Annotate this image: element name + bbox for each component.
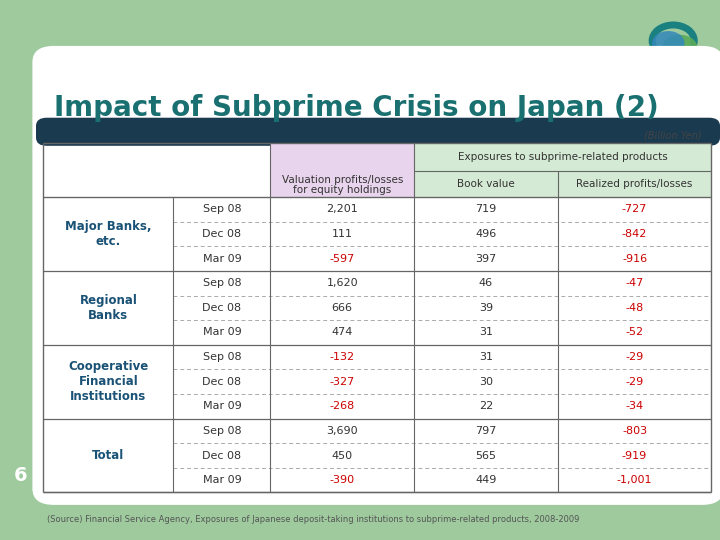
Text: -268: -268 (330, 401, 355, 411)
Text: 46: 46 (479, 278, 493, 288)
Text: 2,201: 2,201 (326, 205, 358, 214)
Text: Dec 08: Dec 08 (202, 377, 241, 387)
Text: JASDEC: JASDEC (653, 59, 693, 69)
Text: for equity holdings: for equity holdings (293, 185, 392, 194)
Text: -48: -48 (626, 303, 644, 313)
Text: -327: -327 (330, 377, 355, 387)
Text: Dec 08: Dec 08 (202, 229, 241, 239)
Text: Dec 08: Dec 08 (202, 450, 241, 461)
Text: 397: 397 (475, 254, 497, 264)
Text: Exposures to subprime-related products: Exposures to subprime-related products (458, 152, 667, 162)
Text: 666: 666 (332, 303, 353, 313)
Text: 31: 31 (479, 352, 493, 362)
Text: 111: 111 (332, 229, 353, 239)
Text: (Billion Yen): (Billion Yen) (644, 130, 702, 140)
Text: -803: -803 (622, 426, 647, 436)
Text: Sep 08: Sep 08 (202, 426, 241, 436)
Text: -842: -842 (622, 229, 647, 239)
Text: Cooperative
Financial
Institutions: Cooperative Financial Institutions (68, 360, 148, 403)
Text: -597: -597 (330, 254, 355, 264)
Text: -919: -919 (622, 450, 647, 461)
Text: -52: -52 (626, 327, 644, 338)
Text: Impact of Subprime Crisis on Japan (2): Impact of Subprime Crisis on Japan (2) (54, 94, 659, 122)
Text: -29: -29 (626, 352, 644, 362)
Text: Valuation profits/losses: Valuation profits/losses (282, 175, 403, 185)
Text: Total: Total (92, 449, 125, 462)
Circle shape (662, 35, 698, 62)
Text: Mar 09: Mar 09 (202, 327, 241, 338)
Text: 565: 565 (475, 450, 496, 461)
Text: Dec 08: Dec 08 (202, 303, 241, 313)
Text: 31: 31 (479, 327, 493, 338)
Text: Book value: Book value (457, 179, 515, 189)
Text: 496: 496 (475, 229, 497, 239)
Text: -390: -390 (330, 475, 355, 485)
Text: Sep 08: Sep 08 (202, 278, 241, 288)
Text: 3,690: 3,690 (326, 426, 358, 436)
Text: -1,001: -1,001 (617, 475, 652, 485)
Text: 6: 6 (14, 465, 27, 485)
Text: -34: -34 (626, 401, 644, 411)
Text: 30: 30 (479, 377, 493, 387)
Text: 22: 22 (479, 401, 493, 411)
Text: Sep 08: Sep 08 (202, 352, 241, 362)
Text: Major Banks,
etc.: Major Banks, etc. (65, 220, 152, 248)
Text: -132: -132 (330, 352, 355, 362)
Text: -916: -916 (622, 254, 647, 264)
Text: Mar 09: Mar 09 (202, 401, 241, 411)
Text: 1,620: 1,620 (326, 278, 358, 288)
Text: Mar 09: Mar 09 (202, 475, 241, 485)
Text: 797: 797 (475, 426, 497, 436)
Text: -47: -47 (626, 278, 644, 288)
Text: 719: 719 (475, 205, 497, 214)
Text: 39: 39 (479, 303, 493, 313)
Text: Realized profits/losses: Realized profits/losses (576, 179, 693, 189)
Text: Regional
Banks: Regional Banks (79, 294, 138, 322)
Text: Mar 09: Mar 09 (202, 254, 241, 264)
Text: -29: -29 (626, 377, 644, 387)
Text: 474: 474 (331, 327, 353, 338)
Text: (Source) Financial Service Agency, Exposures of Japanese deposit-taking institut: (Source) Financial Service Agency, Expos… (47, 515, 579, 524)
Text: 449: 449 (475, 475, 497, 485)
Text: 450: 450 (332, 450, 353, 461)
Circle shape (652, 31, 685, 56)
Text: -727: -727 (622, 205, 647, 214)
Text: Sep 08: Sep 08 (202, 205, 241, 214)
